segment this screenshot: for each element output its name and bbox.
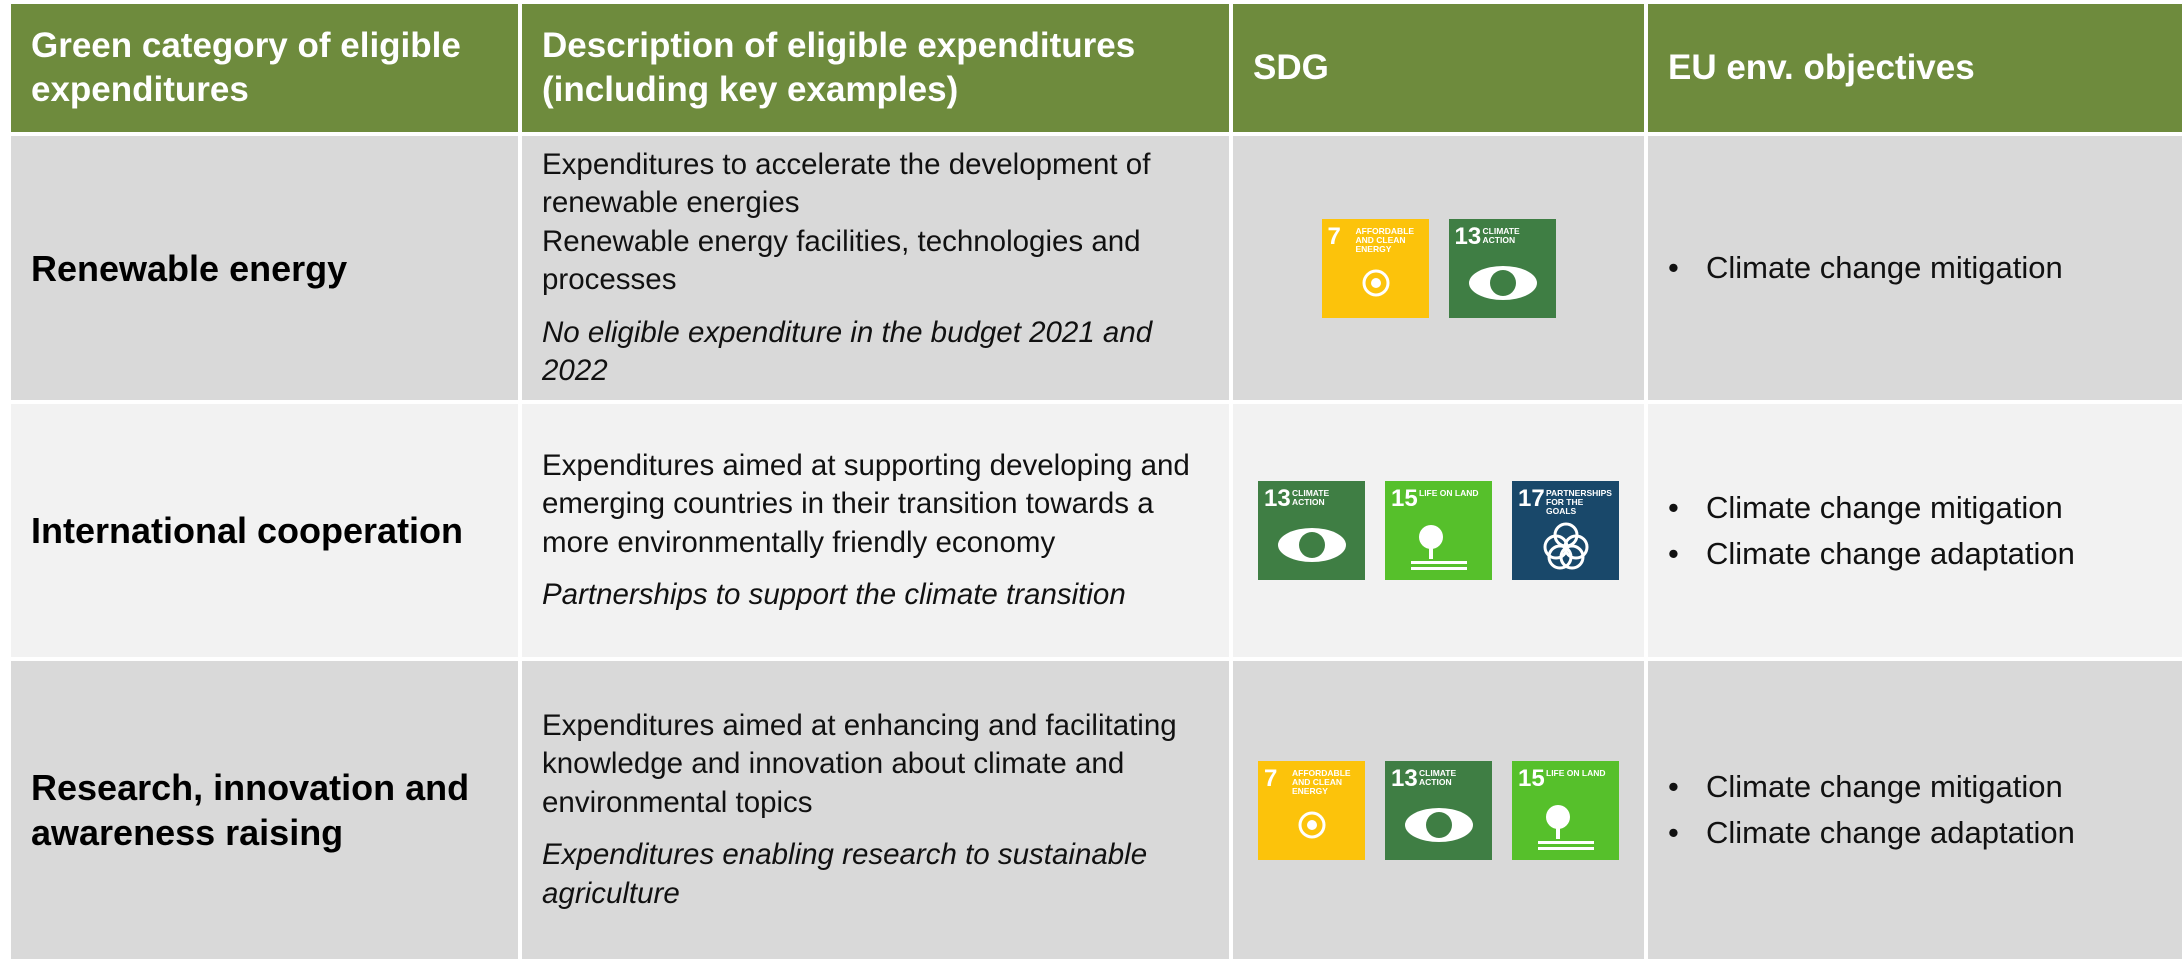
sdg-icon: 13 CLIMATE ACTION — [1448, 218, 1556, 318]
category-cell: Research, innovation and awareness raisi… — [11, 661, 518, 959]
description-note: No eligible expenditure in the budget 20… — [542, 315, 1153, 388]
sdg-number: 13 — [1264, 485, 1291, 512]
sdg-number: 7 — [1264, 764, 1278, 792]
objective-item: Climate change mitigation — [1668, 764, 2075, 810]
sdg-glyph — [1405, 807, 1473, 842]
sdg-icon: 15 LIFE ON LAND — [1512, 760, 1619, 860]
sdg-icon: 13 CLIMATE ACTION — [1385, 760, 1492, 860]
description-block: Expenditures to accelerate the developme… — [542, 146, 1209, 391]
sdg-number: 15 — [1391, 485, 1418, 512]
category-cell: International cooperation — [11, 404, 518, 657]
objective-item: Climate change adaptation — [1668, 531, 2075, 577]
sdg-label: CLIMATE ACTION — [1292, 488, 1330, 507]
category-text: International cooperation — [31, 510, 464, 551]
sdg-number: 7 — [1327, 222, 1341, 250]
sdg-label: LIFE ON LAND — [1546, 767, 1606, 778]
sdg-icon: 7 AFFORDABLE AND CLEAN ENERGY — [1321, 218, 1429, 318]
category-cell: Renewable energy — [11, 136, 518, 400]
sdg-icon: 7 AFFORDABLE AND CLEAN ENERGY — [1258, 760, 1365, 860]
description-note: Expenditures enabling research to sustai… — [542, 838, 1148, 910]
description-note: Partnerships to support the climate tran… — [542, 578, 1126, 611]
description-cell: Expenditures to accelerate the developme… — [522, 136, 1229, 400]
objectives-cell: Climate change mitigation — [1648, 136, 2182, 400]
sdg-glyph — [1411, 525, 1467, 570]
description-text: Renewable energy facilities, technologie… — [542, 224, 1141, 297]
sdg-glyph — [1543, 522, 1589, 570]
sdg-number: 17 — [1518, 485, 1545, 512]
sdg-icon: 15 LIFE ON LAND — [1385, 481, 1492, 580]
description-text: Expenditures aimed at enhancing and faci… — [542, 708, 1177, 819]
sdg-label: AFFORDABLE AND CLEAN ENERGY — [1292, 767, 1351, 796]
sdg-label: CLIMATE ACTION — [1419, 767, 1457, 787]
description-block: Expenditures aimed at enhancing and faci… — [542, 707, 1209, 914]
sdg-icon: 17 PARTNERSHIPS FOR THE GOALS — [1512, 481, 1619, 580]
sdg-label: LIFE ON LAND — [1419, 488, 1479, 498]
sdg-glyph — [1298, 811, 1326, 838]
sdg-cell: 7 AFFORDABLE AND CLEAN ENERGY 13 CLIMATE AC… — [1233, 136, 1644, 400]
sdg-glyph — [1278, 528, 1346, 562]
description-text: Expenditures to accelerate the developme… — [542, 147, 1151, 220]
description-cell: Expenditures aimed at enhancing and faci… — [522, 661, 1229, 959]
sdg-label: AFFORDABLE AND CLEAN ENERGY — [1355, 225, 1415, 254]
objectives-list: Climate change mitigationClimate change … — [1668, 485, 2075, 577]
objectives-list: Climate change mitigationClimate change … — [1668, 764, 2075, 856]
eligible-expenditures-table: Green category of eligible expenditures D… — [11, 4, 2182, 959]
objectives-cell: Climate change mitigationClimate change … — [1648, 404, 2182, 657]
sdg-number: 13 — [1454, 222, 1482, 250]
sdg-glyph — [1468, 265, 1537, 300]
category-text: Research, innovation and awareness raisi… — [31, 767, 470, 853]
sdg-glyph — [1362, 269, 1389, 296]
objectives-list: Climate change mitigation — [1668, 245, 2063, 291]
sdg-label: PARTNERSHIPS FOR THE GOALS — [1546, 488, 1612, 516]
header-cell: EU env. objectives — [1648, 4, 2182, 132]
description-text: Expenditures aimed at supporting develop… — [542, 448, 1190, 559]
objective-item: Climate change adaptation — [1668, 810, 2075, 856]
category-text: Renewable energy — [31, 247, 348, 289]
description-cell: Expenditures aimed at supporting develop… — [522, 404, 1229, 657]
header-cell: Green category of eligible expenditures — [11, 4, 518, 132]
sdg-number: 15 — [1518, 764, 1545, 792]
sdg-glyph — [1538, 804, 1594, 850]
objective-item: Climate change mitigation — [1668, 245, 2063, 291]
header-cell: SDG — [1233, 4, 1644, 132]
sdg-cell: 13 CLIMATE ACTION 15 LIFE ON LAND 17 PARTNERS… — [1233, 404, 1644, 657]
sdg-cell: 7 AFFORDABLE AND CLEAN ENERGY 13 CLIMATE AC… — [1233, 661, 1644, 959]
objectives-cell: Climate change mitigationClimate change … — [1648, 661, 2182, 959]
sdg-number: 13 — [1391, 764, 1418, 792]
objective-item: Climate change mitigation — [1668, 485, 2075, 531]
header-cell: Description of eligible expenditures (in… — [522, 4, 1229, 132]
sdg-label: CLIMATE ACTION — [1482, 225, 1520, 245]
description-block: Expenditures aimed at supporting develop… — [542, 447, 1209, 615]
sdg-icon: 13 CLIMATE ACTION — [1258, 481, 1365, 580]
